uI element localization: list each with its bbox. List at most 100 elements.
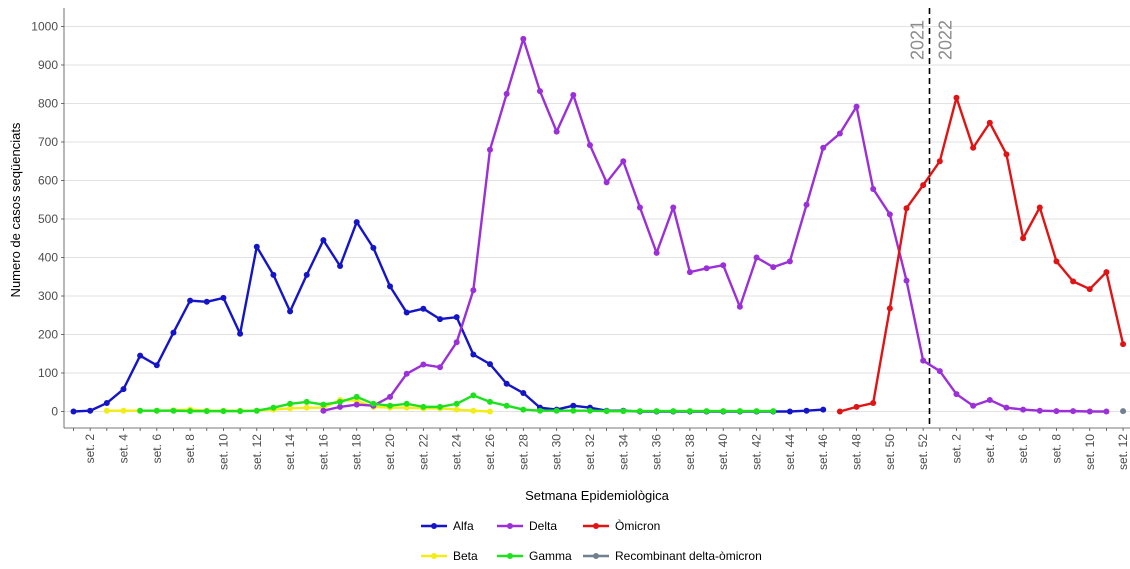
x-axis: set. 2 set. 4 set. 6 set. 8 set. 10 set. 12 se… bbox=[64, 427, 1130, 470]
x-tick-label: set. 28 bbox=[516, 434, 530, 470]
x-tick-label: set. 12 bbox=[1116, 434, 1130, 470]
data-point bbox=[986, 396, 993, 403]
data-point bbox=[1120, 341, 1127, 348]
data-point bbox=[487, 408, 493, 415]
data-point bbox=[470, 287, 477, 294]
data-point bbox=[253, 243, 260, 250]
x-tick-label: set. 42 bbox=[750, 434, 764, 470]
data-point bbox=[87, 407, 94, 414]
legend-item: Alfa bbox=[421, 519, 474, 533]
data-point bbox=[1120, 408, 1127, 415]
legend-label: Recombinant delta-òmicron bbox=[615, 549, 762, 563]
series-0 bbox=[70, 219, 827, 415]
data-point bbox=[736, 408, 743, 415]
data-point bbox=[387, 402, 394, 409]
x-tick-label: set. 52 bbox=[916, 434, 930, 470]
data-point bbox=[337, 398, 344, 405]
data-point bbox=[137, 407, 144, 414]
data-point bbox=[720, 408, 727, 415]
data-point bbox=[1036, 204, 1043, 211]
x-tick-label: set. 22 bbox=[416, 434, 430, 470]
x-tick-label: set. 24 bbox=[450, 434, 464, 470]
data-point bbox=[453, 339, 460, 346]
x-tick-label: set. 44 bbox=[783, 434, 797, 470]
data-point bbox=[303, 398, 310, 405]
data-point bbox=[836, 408, 843, 415]
legend-label: Òmicron bbox=[615, 518, 660, 533]
y-tick-label: 600 bbox=[38, 174, 58, 188]
data-point bbox=[453, 406, 460, 413]
data-point bbox=[203, 298, 210, 305]
legend-item: Recombinant delta-òmicron bbox=[583, 549, 762, 563]
data-point bbox=[153, 407, 160, 414]
data-point bbox=[653, 408, 660, 415]
data-point bbox=[320, 407, 327, 414]
data-point bbox=[720, 262, 727, 269]
data-point bbox=[420, 305, 427, 312]
data-point bbox=[670, 204, 677, 211]
data-point bbox=[303, 271, 310, 278]
data-point bbox=[137, 352, 144, 359]
y-tick-label: 400 bbox=[38, 251, 58, 265]
data-point bbox=[220, 408, 227, 415]
data-point bbox=[1003, 151, 1010, 158]
series-4 bbox=[836, 94, 1127, 415]
legend-item: Delta bbox=[497, 519, 557, 533]
data-point bbox=[320, 401, 327, 408]
legend-item: Òmicron bbox=[583, 518, 660, 533]
y-axis-title: Numero de casos seqüenciats bbox=[8, 122, 23, 297]
data-point bbox=[487, 146, 493, 153]
legend-swatch-point bbox=[593, 523, 599, 529]
data-point bbox=[1053, 258, 1060, 265]
data-point bbox=[903, 277, 910, 284]
series-line bbox=[839, 96, 1125, 413]
x-tick-label: set. 14 bbox=[283, 434, 297, 470]
data-point bbox=[753, 408, 760, 415]
data-point bbox=[1086, 408, 1093, 415]
data-point bbox=[986, 119, 993, 126]
data-point bbox=[1086, 286, 1093, 293]
data-point bbox=[287, 400, 294, 407]
data-point bbox=[303, 404, 310, 411]
y-tick-label: 300 bbox=[38, 289, 58, 303]
data-point bbox=[403, 400, 410, 407]
data-point bbox=[620, 158, 627, 165]
data-point bbox=[370, 244, 377, 251]
data-point bbox=[553, 128, 560, 135]
x-tick-label: set. 16 bbox=[316, 434, 330, 470]
x-tick-label: set. 4 bbox=[116, 434, 130, 464]
data-point bbox=[503, 380, 510, 387]
data-point bbox=[703, 265, 710, 272]
data-point bbox=[520, 35, 527, 42]
data-point bbox=[187, 297, 194, 304]
legend-swatch-point bbox=[593, 553, 599, 559]
data-point bbox=[953, 94, 960, 101]
data-point bbox=[536, 88, 543, 95]
data-point bbox=[120, 407, 127, 414]
data-point bbox=[803, 201, 810, 208]
y-tick-label: 700 bbox=[38, 135, 58, 149]
data-point bbox=[853, 403, 860, 410]
data-point bbox=[703, 408, 710, 415]
data-point bbox=[220, 294, 227, 301]
x-tick-label: set. 20 bbox=[383, 434, 397, 470]
year-label-right: 2022 bbox=[935, 20, 955, 60]
data-point bbox=[103, 400, 110, 407]
data-point bbox=[836, 130, 843, 137]
data-point bbox=[337, 262, 344, 269]
data-point bbox=[586, 407, 593, 414]
legend-label: Delta bbox=[529, 519, 557, 533]
data-point bbox=[820, 144, 827, 151]
legend-item: Gamma bbox=[497, 549, 572, 563]
y-tick-label: 900 bbox=[38, 58, 58, 72]
data-point bbox=[203, 408, 210, 415]
data-point bbox=[353, 401, 360, 408]
data-point bbox=[553, 407, 560, 414]
y-tick-label: 800 bbox=[38, 97, 58, 111]
data-point bbox=[270, 404, 277, 411]
data-point bbox=[786, 408, 793, 415]
data-point bbox=[420, 403, 427, 410]
data-point bbox=[237, 330, 244, 337]
x-axis-title: Setmana Epidemiològica bbox=[525, 488, 670, 503]
data-point bbox=[636, 204, 643, 211]
